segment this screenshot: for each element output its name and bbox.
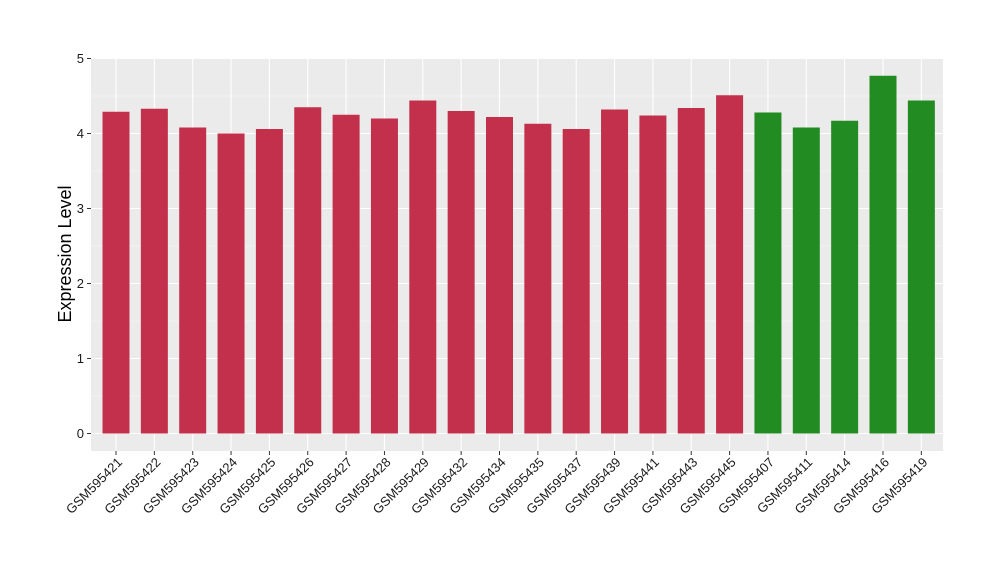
- bar-GSM595424: [217, 133, 245, 434]
- bar-GSM595416: [869, 75, 897, 434]
- bar-GSM595437: [562, 129, 590, 434]
- bar-GSM595443: [677, 108, 705, 434]
- bar-GSM595426: [294, 107, 322, 434]
- y-axis: 0 1 2 3 4 5: [77, 51, 91, 441]
- bar-GSM595445: [716, 95, 744, 434]
- bar-GSM595423: [179, 127, 207, 434]
- bar-GSM595435: [524, 123, 552, 434]
- bar-GSM595414: [831, 120, 859, 434]
- y-tick-label: 4: [77, 126, 84, 141]
- y-tick-label: 1: [77, 351, 84, 366]
- x-axis: GSM595421GSM595422GSM595423GSM595424GSM5…: [63, 451, 930, 517]
- bar-GSM595422: [140, 108, 168, 434]
- bar-GSM595411: [792, 127, 820, 434]
- bar-GSM595434: [486, 117, 513, 434]
- bar-GSM595425: [255, 129, 283, 434]
- bar-GSM595407: [754, 112, 782, 434]
- bar-GSM595419: [907, 100, 935, 434]
- y-tick-label: 3: [77, 201, 84, 216]
- bar-GSM595421: [102, 111, 130, 434]
- y-tick-label: 5: [77, 51, 84, 66]
- bars: [102, 75, 935, 434]
- bar-GSM595428: [370, 118, 398, 434]
- bar-GSM595429: [409, 100, 437, 434]
- y-axis-title: Expression Level: [55, 185, 75, 322]
- bar-GSM595427: [332, 114, 360, 434]
- y-tick-label: 2: [77, 276, 84, 291]
- bar-GSM595432: [447, 111, 475, 434]
- bar-GSM595441: [639, 115, 667, 434]
- y-tick-label: 0: [77, 426, 84, 441]
- bar-GSM595439: [601, 109, 629, 434]
